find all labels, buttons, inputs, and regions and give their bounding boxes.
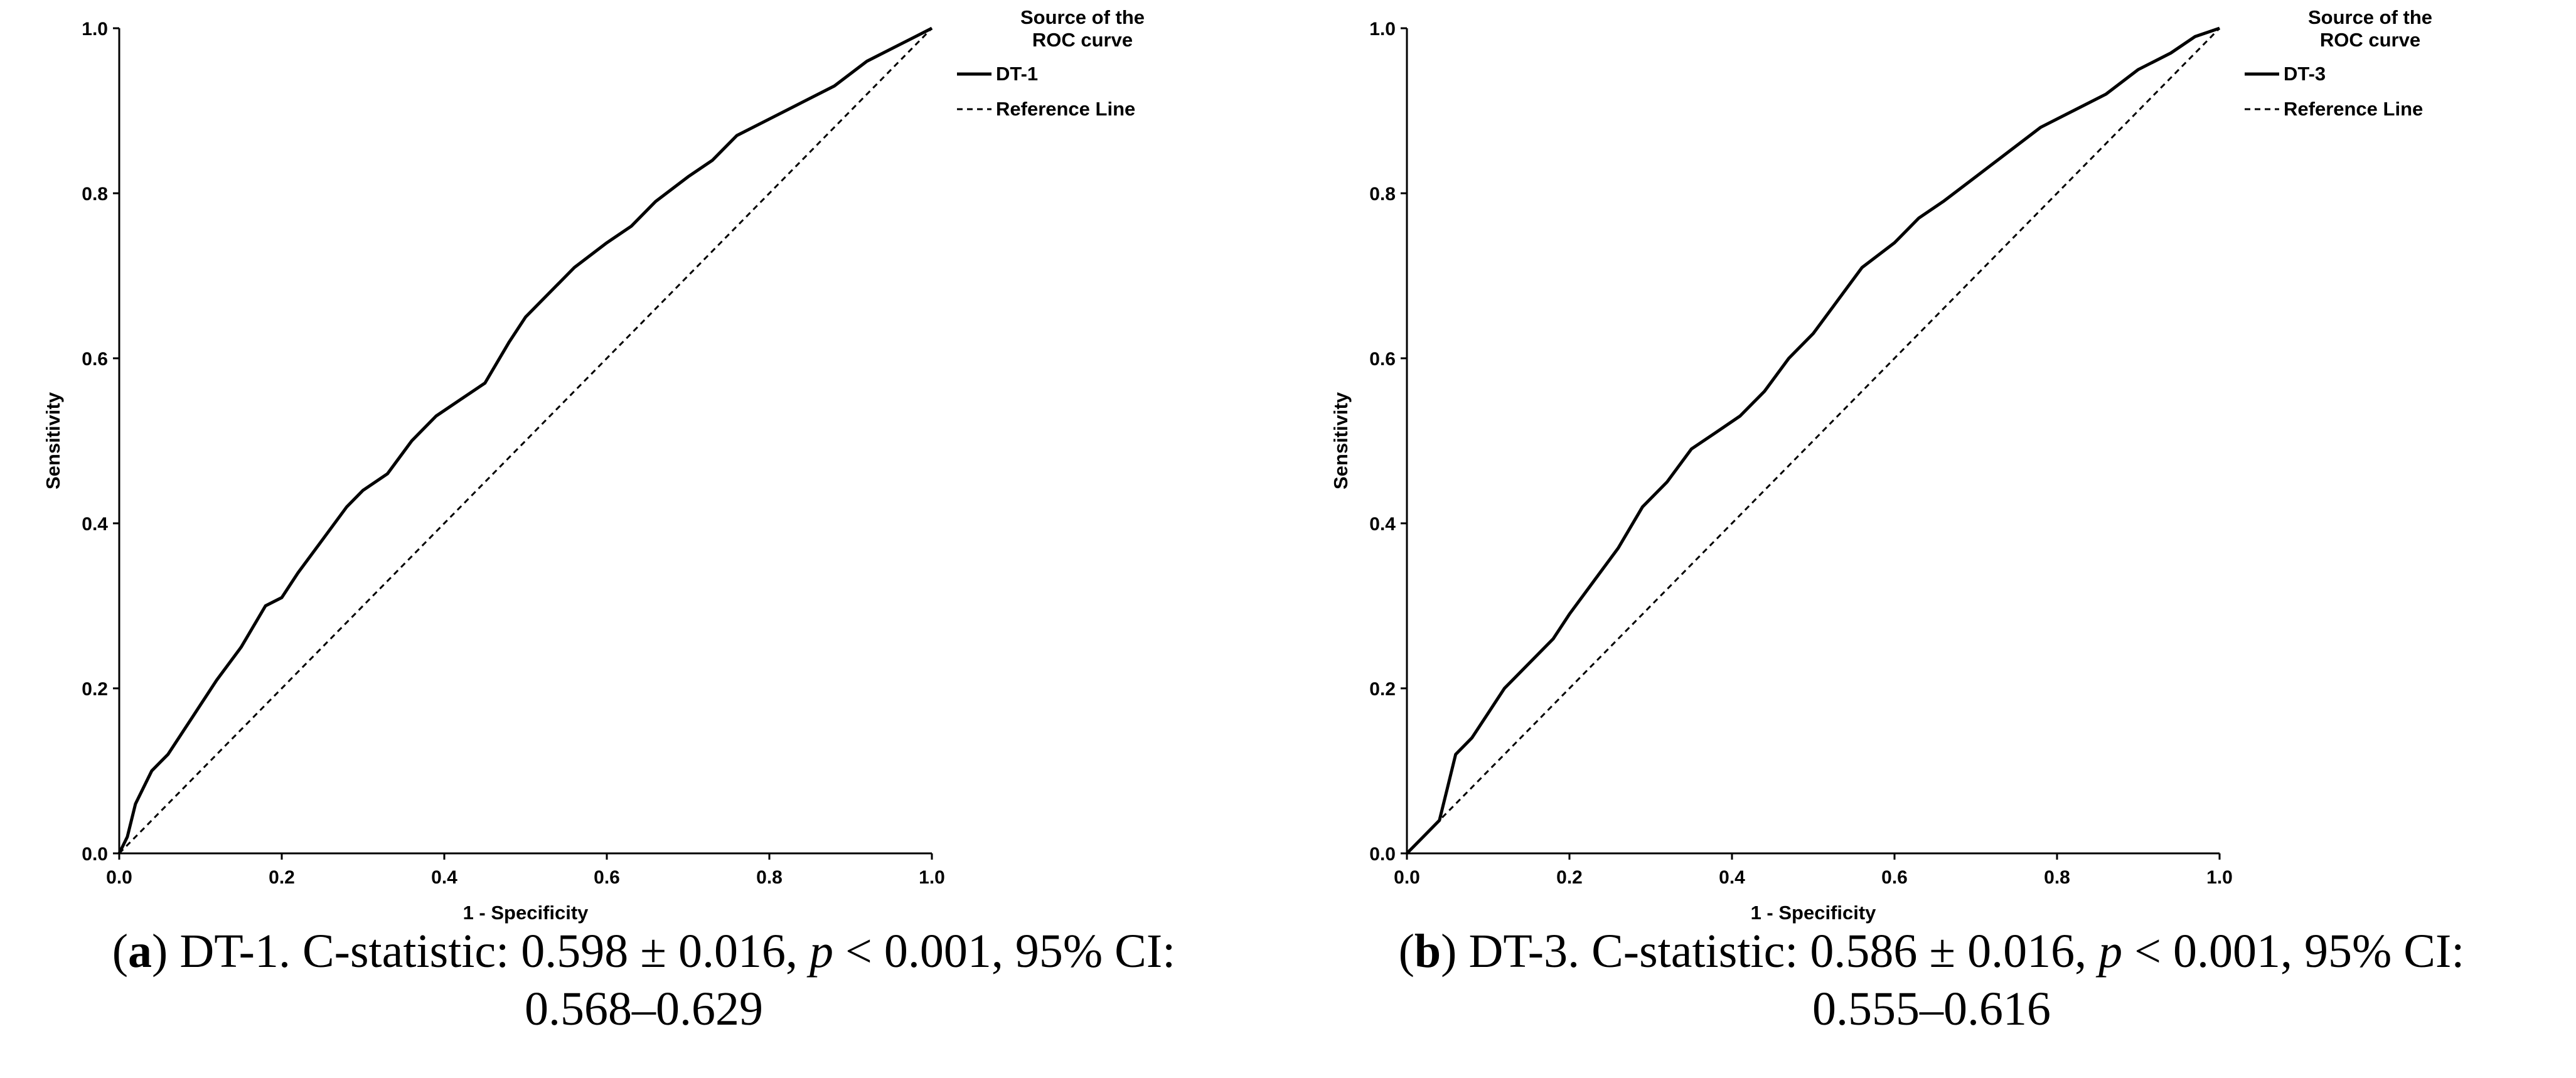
y-tick-label: 0.8 — [82, 184, 108, 205]
roc-chart-a: 0.0 0.2 0.4 0.6 0.8 1.0 0.0 0.2 0.4 0.6 0.8 1.0 1 - … — [42, 6, 1145, 924]
reference-line — [1406, 27, 2221, 855]
y-tick-label: 0.6 — [1369, 349, 1396, 370]
caption-b-line1: (b) DT-3. C-statistic: 0.586 ± 0.016, p … — [1398, 925, 2465, 978]
x-tick-label: 0.6 — [594, 867, 620, 888]
x-tick-label: 0.4 — [1719, 867, 1745, 888]
legend-entry: Reference Line — [996, 98, 1135, 120]
legend-entry: DT-3 — [2284, 63, 2326, 85]
y-axis-title: Sensitivity — [42, 392, 64, 489]
y-tick-label: 1.0 — [1369, 19, 1396, 40]
x-tick-label: 0.0 — [106, 867, 132, 888]
roc-panel-a: 0.0 0.2 0.4 0.6 0.8 1.0 0.0 0.2 0.4 0.6 0.8 1.0 1 - … — [0, 6, 1288, 1038]
y-axis-title: Sensitivity — [1330, 392, 1352, 489]
y-tick-label: 0.8 — [1369, 184, 1396, 205]
x-tick-label: 0.2 — [1556, 867, 1583, 888]
y-tick-label: 0.4 — [82, 514, 108, 535]
roc-curve-dt-3 — [1406, 26, 2220, 855]
caption-a-label: a — [128, 925, 152, 978]
legend-entry: DT-1 — [996, 63, 1038, 85]
y-tick-label: 0.2 — [82, 679, 108, 700]
legend-title: Source of the — [1020, 6, 1145, 28]
caption-b-label: b — [1414, 925, 1441, 978]
roc-chart-b: 0.0 0.2 0.4 0.6 0.8 1.0 0.0 0.2 0.4 0.6 0.8 1.0 1 - … — [1330, 6, 2432, 924]
x-axis-title: 1 - Specificity — [1751, 902, 1877, 924]
x-tick-label: 0.2 — [269, 867, 295, 888]
y-tick-label: 0.4 — [1369, 514, 1396, 535]
roc-panel-b: 0.0 0.2 0.4 0.6 0.8 1.0 0.0 0.2 0.4 0.6 0.8 1.0 1 - … — [1288, 0, 2575, 1078]
x-axis-title: 1 - Specificity — [463, 902, 589, 924]
reference-line — [118, 27, 933, 855]
x-tick-label: 0.6 — [1881, 867, 1908, 888]
caption-a-line1: (a) DT-1. C-statistic: 0.598 ± 0.016, p … — [112, 925, 1176, 978]
x-tick-label: 1.0 — [919, 867, 945, 888]
y-tick-label: 0.6 — [82, 349, 108, 370]
y-tick-label: 1.0 — [82, 19, 108, 40]
x-tick-label: 0.8 — [756, 867, 783, 888]
x-tick-label: 1.0 — [2206, 867, 2233, 888]
caption-b-line2: 0.555–0.616 — [1812, 983, 2051, 1035]
y-tick-label: 0.0 — [82, 844, 108, 865]
legend-title: Source of the — [2308, 6, 2432, 28]
caption-b: (b) DT-3. C-statistic: 0.586 ± 0.016, p … — [1288, 922, 2575, 1038]
caption-a-line2: 0.568–0.629 — [525, 983, 763, 1035]
y-tick-label: 0.2 — [1369, 679, 1396, 700]
legend-title-line2: ROC curve — [2320, 29, 2420, 51]
legend-title-line2: ROC curve — [1032, 29, 1133, 51]
x-tick-label: 0.0 — [1394, 867, 1420, 888]
x-tick-label: 0.4 — [431, 867, 457, 888]
x-tick-label: 0.8 — [2044, 867, 2070, 888]
caption-a: (a) DT-1. C-statistic: 0.598 ± 0.016, p … — [0, 922, 1288, 1038]
roc-curve-dt-1 — [117, 26, 933, 855]
legend-entry: Reference Line — [2284, 98, 2423, 120]
y-tick-label: 0.0 — [1369, 844, 1396, 865]
